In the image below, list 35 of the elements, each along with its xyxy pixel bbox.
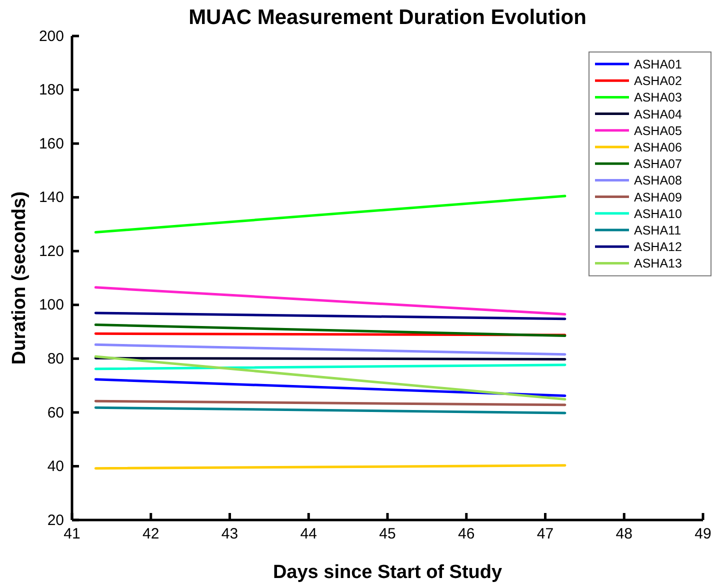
- legend-label: ASHA01: [634, 58, 682, 72]
- chart-title: MUAC Measurement Duration Evolution: [188, 6, 586, 29]
- y-tick-label: 160: [38, 135, 64, 152]
- legend-label: ASHA02: [634, 74, 682, 88]
- x-tick-label: 41: [64, 526, 80, 543]
- y-tick-label: 100: [38, 296, 64, 314]
- y-tick-label: 60: [47, 404, 64, 422]
- legend-label: ASHA12: [634, 240, 682, 254]
- legend-label: ASHA07: [634, 157, 682, 172]
- x-tick-label: 49: [694, 526, 712, 543]
- legend-label: ASHA03: [634, 90, 682, 105]
- x-tick-label: 46: [458, 526, 475, 543]
- x-tick-label: 43: [221, 526, 238, 543]
- legend-label: ASHA10: [634, 206, 682, 221]
- y-tick-label: 20: [47, 512, 64, 529]
- x-tick-label: 48: [616, 526, 632, 543]
- y-tick-label: 80: [47, 350, 64, 368]
- legend-label: ASHA06: [634, 140, 682, 154]
- y-tick-label: 40: [47, 458, 64, 476]
- x-tick-label: 44: [300, 526, 317, 543]
- x-tick-label: 47: [536, 526, 554, 543]
- legend-label: ASHA13: [634, 256, 682, 271]
- y-tick-label: 200: [38, 28, 64, 45]
- x-tick-label: 42: [142, 526, 160, 543]
- legend-label: ASHA04: [634, 107, 682, 122]
- legend-label: ASHA05: [634, 124, 682, 138]
- y-tick-label: 140: [38, 189, 64, 206]
- x-axis-title: Days since Start of Study: [272, 562, 502, 583]
- legend-label: ASHA09: [634, 190, 682, 204]
- y-tick-label: 120: [38, 242, 64, 260]
- x-tick-label: 45: [379, 526, 396, 543]
- legend-label: ASHA11: [634, 224, 682, 238]
- y-axis-title: Duration (seconds): [9, 191, 30, 365]
- y-tick-label: 180: [38, 82, 64, 99]
- legend-label: ASHA08: [634, 174, 682, 188]
